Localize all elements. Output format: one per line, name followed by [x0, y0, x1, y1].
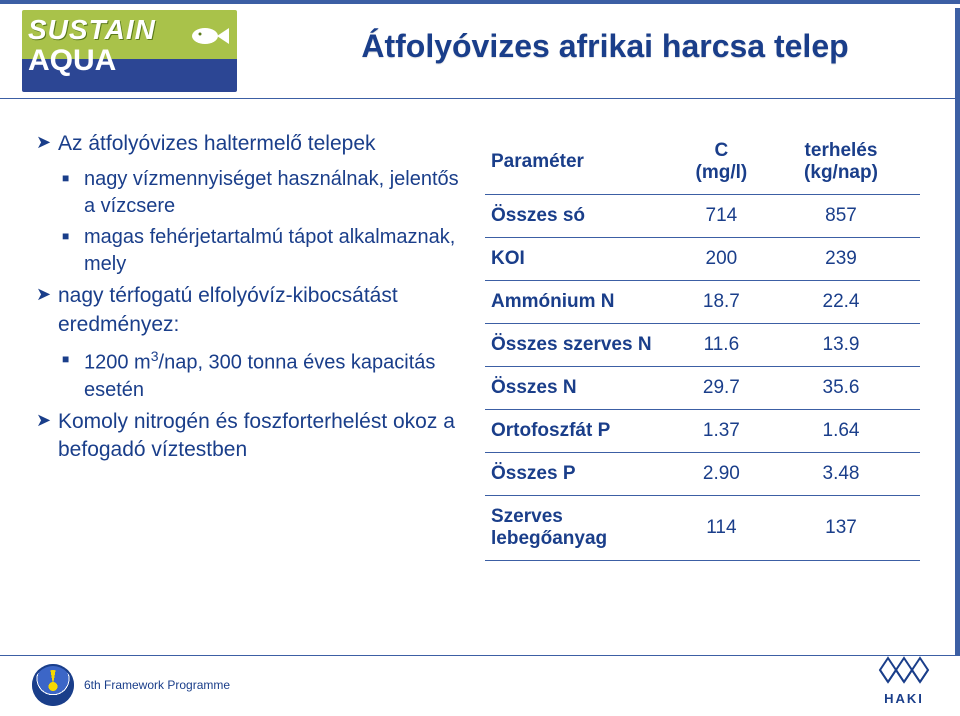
cell-load: 22.4 [762, 281, 920, 324]
cell-conc: 18.7 [681, 281, 762, 324]
cell-param: Ortofoszfát P [485, 410, 681, 453]
right-border [955, 8, 960, 656]
content-area: Az átfolyóvizes haltermelő telepek nagy … [40, 130, 920, 636]
cell-param: Összes szerves N [485, 324, 681, 367]
bullet-list: Az átfolyóvizes haltermelő telepek nagy … [40, 130, 465, 636]
cell-conc: 29.7 [681, 367, 762, 410]
bullet-2: nagy térfogatú elfolyóvíz-kibocsátást er… [58, 282, 465, 339]
top-border [0, 0, 960, 4]
cell-conc: 114 [681, 496, 762, 561]
table-area: Paraméter C (mg/l) terhelés (kg/nap) Öss… [485, 130, 920, 636]
fp6-label: 6th Framework Programme [84, 678, 230, 692]
parameter-table: Paraméter C (mg/l) terhelés (kg/nap) Öss… [485, 130, 920, 561]
bullet-2-1-pre: 1200 m [84, 352, 151, 374]
th-conc: C (mg/l) [681, 130, 762, 195]
cell-param: Szerves lebegőanyag [485, 496, 681, 561]
cell-load: 239 [762, 238, 920, 281]
bullet-1-1: nagy vízmennyiséget használnak, jelentős… [84, 166, 465, 220]
bullet-2-1-sup: 3 [151, 348, 159, 364]
th-load: terhelés (kg/nap) [762, 130, 920, 195]
sustainaqua-logo: SUSTAIN AQUA [22, 10, 237, 92]
cell-load: 857 [762, 195, 920, 238]
haki-label: HAKI [876, 691, 932, 706]
footer-divider [0, 655, 960, 656]
slide: SUSTAIN AQUA Átfolyóvizes afrikai harcsa… [0, 0, 960, 716]
table-row: Összes P 2.90 3.48 [485, 453, 920, 496]
cell-param: Összes só [485, 195, 681, 238]
header-divider [0, 98, 960, 99]
fish-icon [189, 16, 229, 56]
cell-param: KOI [485, 238, 681, 281]
cell-load: 35.6 [762, 367, 920, 410]
bullet-1-2: magas fehérjetartalmú tápot alkalmaznak,… [84, 224, 465, 278]
cell-param: Összes N [485, 367, 681, 410]
cell-param: Ammónium N [485, 281, 681, 324]
cell-load: 3.48 [762, 453, 920, 496]
table-row: Ammónium N 18.7 22.4 [485, 281, 920, 324]
cell-load: 1.64 [762, 410, 920, 453]
cell-conc: 11.6 [681, 324, 762, 367]
fp6-badge-icon [32, 664, 74, 706]
th-param: Paraméter [485, 130, 681, 195]
cell-conc: 2.90 [681, 453, 762, 496]
cell-conc: 1.37 [681, 410, 762, 453]
cell-load: 137 [762, 496, 920, 561]
cell-load: 13.9 [762, 324, 920, 367]
bullet-3: Komoly nitrogén és foszforterhelést okoz… [58, 408, 465, 465]
footer-right: HAKI [876, 652, 932, 706]
table-head-row: Paraméter C (mg/l) terhelés (kg/nap) [485, 130, 920, 195]
bullet-1: Az átfolyóvizes haltermelő telepek [58, 130, 465, 158]
table-row: Összes N 29.7 35.6 [485, 367, 920, 410]
cell-param: Összes P [485, 453, 681, 496]
haki-logo-icon [876, 652, 932, 686]
cell-conc: 714 [681, 195, 762, 238]
table-row: Összes só 714 857 [485, 195, 920, 238]
cell-conc: 200 [681, 238, 762, 281]
bullet-2-1: 1200 m3/nap, 300 tonna éves kapacitás es… [84, 347, 465, 404]
table-row: Ortofoszfát P 1.37 1.64 [485, 410, 920, 453]
table-row: Összes szerves N 11.6 13.9 [485, 324, 920, 367]
table-row: KOI 200 239 [485, 238, 920, 281]
footer-left: 6th Framework Programme [32, 664, 230, 706]
table-row: Szerves lebegőanyag 114 137 [485, 496, 920, 561]
slide-title: Átfolyóvizes afrikai harcsa telep [280, 28, 930, 65]
